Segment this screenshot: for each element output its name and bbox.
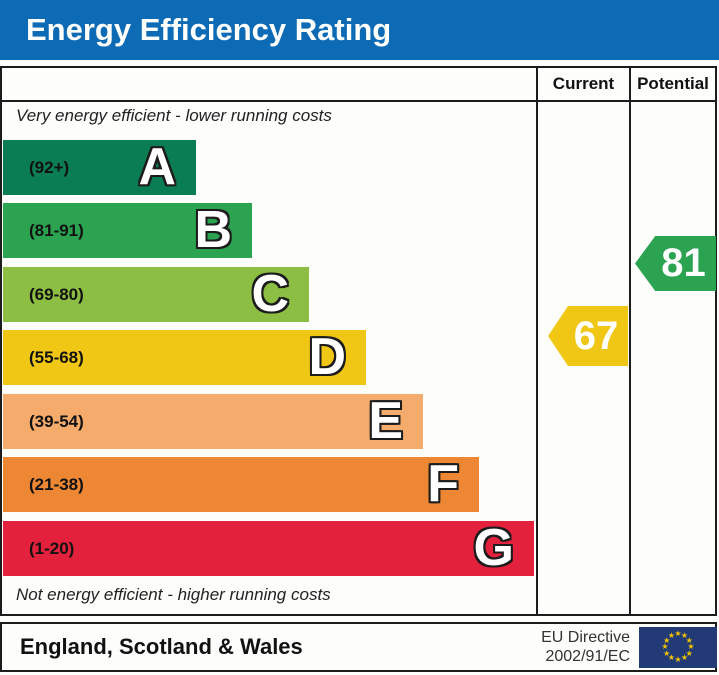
band-a: (92+) A [3, 140, 196, 195]
band-e-range: (39-54) [29, 411, 84, 431]
band-b-letter: B [194, 201, 232, 259]
band-g-letter: G [473, 519, 514, 577]
eu-directive-label: EU Directive 2002/91/EC [462, 628, 630, 666]
band-g-range: (1-20) [29, 538, 75, 558]
eu-flag-star: ★ [667, 653, 676, 663]
current-rating-value: 67 [573, 313, 619, 358]
potential-rating-value: 81 [661, 241, 706, 285]
eu-flag-star: ★ [685, 635, 693, 645]
band-g: (1-20) G [3, 521, 534, 576]
eu-flag-star: ★ [667, 630, 676, 640]
band-f-letter: F [427, 455, 459, 513]
eu-directive-line2: 2002/91/EC [545, 648, 630, 665]
eu-flag-star: ★ [685, 648, 693, 658]
column-divider-potential [629, 68, 631, 614]
current-column-header: Current [552, 74, 615, 93]
region-label: England, Scotland & Wales [20, 634, 303, 659]
page-title: Energy Efficiency Rating [26, 12, 392, 47]
eu-directive-line1: EU Directive [541, 629, 630, 646]
eu-flag-star: ★ [680, 630, 689, 640]
band-e: (39-54) E [3, 394, 423, 449]
band-c-letter: C [251, 265, 289, 323]
eu-flag-star: ★ [674, 629, 682, 638]
band-a-letter: A [138, 138, 176, 196]
eu-flag-star: ★ [663, 648, 671, 658]
band-d: (55-68) D [3, 330, 366, 385]
eu-flag-star: ★ [680, 653, 689, 663]
eu-flag-star: ★ [687, 642, 695, 651]
title-bar: Energy Efficiency Rating [0, 0, 719, 60]
eu-flag-star: ★ [674, 655, 682, 664]
band-b: (81-91) B [3, 203, 252, 258]
eu-flag-icon: ★ ★ ★ ★ ★ ★ ★ ★ ★ ★ ★ ★ [639, 627, 717, 668]
note-very-efficient: Very energy efficient - lower running co… [16, 106, 332, 125]
band-d-letter: D [308, 328, 346, 386]
eu-flag-star: ★ [663, 635, 671, 645]
band-c: (69-80) C [3, 267, 309, 322]
column-divider-current [536, 68, 538, 614]
potential-column-header: Potential [637, 74, 709, 93]
note-not-efficient: Not energy efficient - higher running co… [16, 585, 331, 604]
band-a-range: (92+) [29, 157, 70, 177]
band-f: (21-38) F [3, 457, 479, 512]
band-d-range: (55-68) [29, 347, 84, 367]
footer: England, Scotland & Wales EU Directive 2… [0, 622, 717, 672]
band-c-range: (69-80) [29, 284, 84, 304]
band-e-letter: E [368, 392, 403, 450]
header-divider [2, 100, 715, 102]
band-f-range: (21-38) [29, 474, 84, 494]
eu-flag-star: ★ [661, 642, 669, 651]
band-b-range: (81-91) [29, 220, 84, 240]
